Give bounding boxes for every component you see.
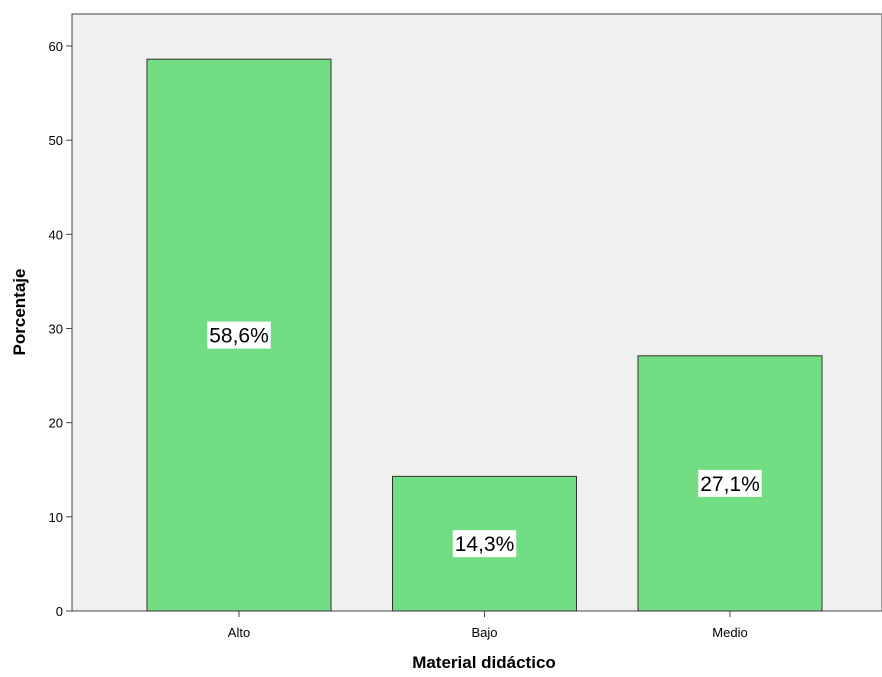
y-axis-title: Porcentaje — [10, 269, 29, 356]
data-label: 58,6% — [209, 325, 269, 348]
y-tick-label: 30 — [49, 322, 63, 337]
y-tick-label: 40 — [49, 227, 63, 242]
x-tick-label: Bajo — [471, 625, 497, 640]
x-tick-label: Alto — [228, 625, 250, 640]
data-label-background — [452, 530, 517, 558]
y-tick-label: 50 — [49, 133, 63, 148]
y-axis: 0 10 20 30 40 50 60 — [49, 39, 72, 619]
data-label: 14,3% — [455, 533, 515, 556]
data-label: 27,1% — [700, 473, 760, 496]
y-tick-label: 20 — [49, 416, 63, 431]
y-tick-label: 60 — [49, 39, 63, 54]
y-tick-label: 10 — [49, 510, 63, 525]
x-axis: Alto Bajo Medio — [228, 611, 748, 640]
data-label-background — [698, 469, 762, 497]
y-tick-label: 0 — [56, 604, 63, 619]
data-label-background — [207, 321, 271, 349]
x-tick-label: Medio — [712, 625, 747, 640]
bars: 58,6% 14,3% 27,1% — [146, 58, 823, 612]
x-axis-title: Material didáctico — [412, 653, 556, 672]
